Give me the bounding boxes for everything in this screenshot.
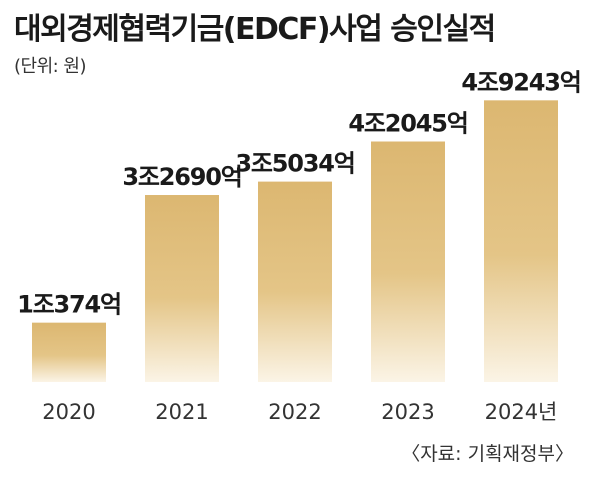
category-label: 2023 [381,400,434,424]
chart-title: 대외경제협력기금(EDCF)사업 승인실적 [14,12,496,47]
bar-2022 [258,181,332,382]
category-label: 2022 [268,400,321,424]
unit-note: (단위: 원) [14,56,87,77]
category-label: 2024년 [485,400,558,424]
bar-2024년 [484,100,558,382]
category-label: 2021 [155,400,208,424]
source-note: 〈자료: 기획재정부〉 [401,443,574,465]
bar-2020 [32,322,106,382]
value-label: 1조374억 [17,291,121,319]
value-label: 4조9243억 [461,68,580,96]
value-label: 3조5034억 [235,150,354,178]
value-label: 4조2045억 [348,110,467,138]
value-label: 3조2690억 [122,163,241,191]
category-label: 2020 [42,400,95,424]
bar-2023 [371,141,445,382]
bar-2021 [145,195,219,382]
